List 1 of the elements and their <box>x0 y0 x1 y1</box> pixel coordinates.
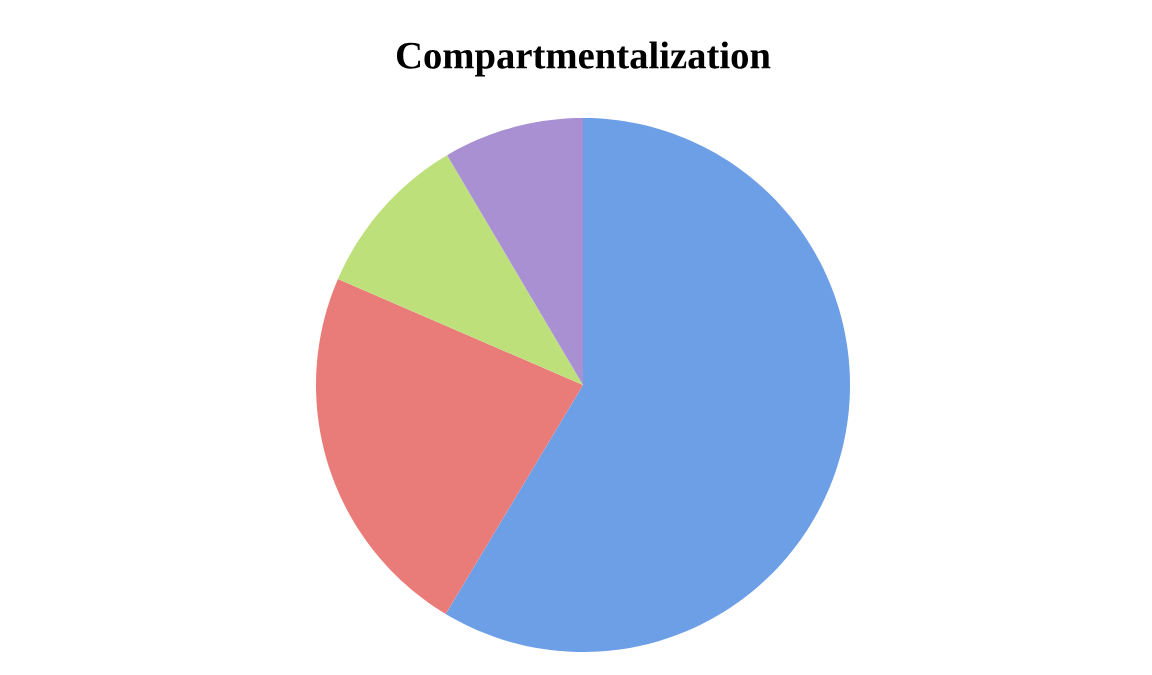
chart-title: Compartmentalization <box>396 41 771 77</box>
